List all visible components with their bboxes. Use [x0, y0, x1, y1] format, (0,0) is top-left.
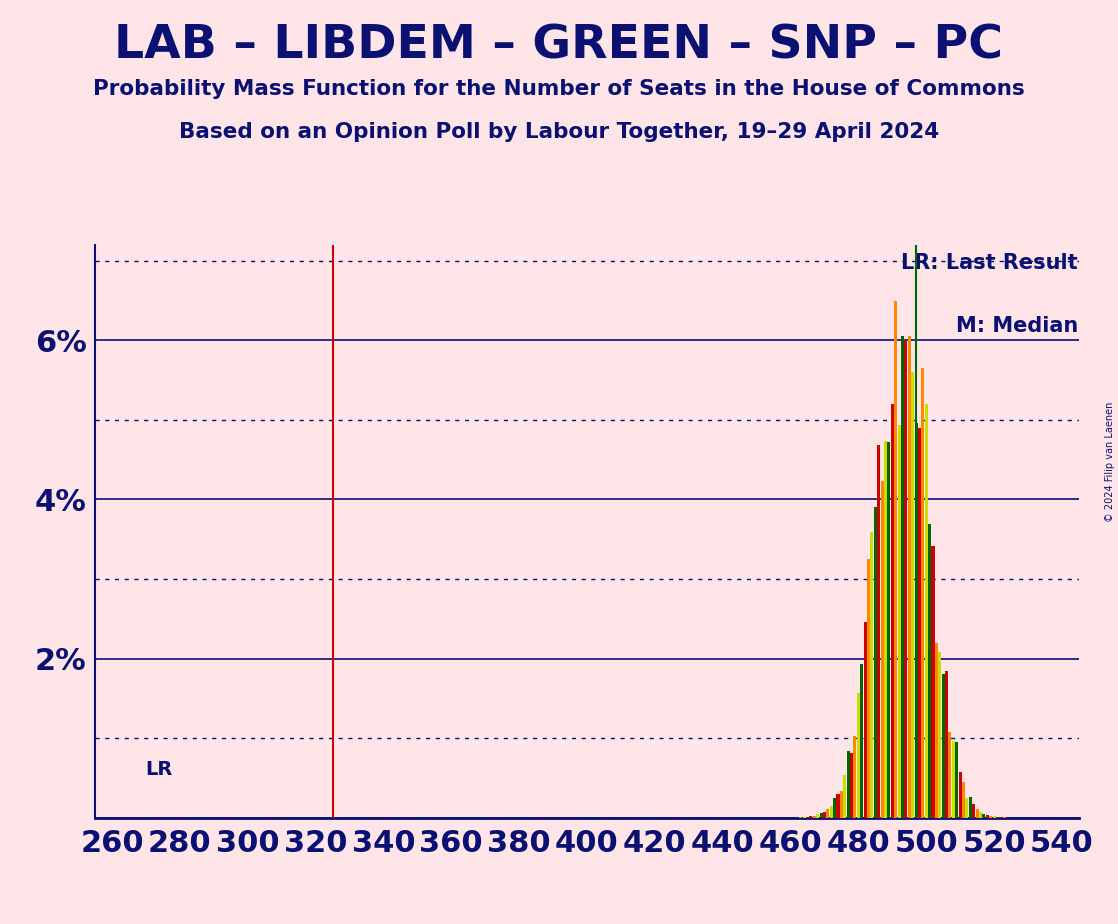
- Bar: [809, 817, 813, 818]
- Bar: [918, 428, 921, 818]
- Bar: [894, 300, 898, 818]
- Bar: [823, 811, 826, 818]
- Bar: [925, 404, 928, 818]
- Bar: [863, 622, 866, 818]
- Bar: [826, 809, 830, 818]
- Bar: [979, 812, 982, 818]
- Bar: [911, 372, 915, 818]
- Bar: [989, 816, 992, 818]
- Bar: [878, 445, 880, 818]
- Bar: [938, 652, 941, 818]
- Bar: [961, 782, 965, 818]
- Bar: [840, 792, 843, 818]
- Bar: [958, 772, 961, 818]
- Bar: [921, 368, 925, 818]
- Text: M: Median: M: Median: [956, 316, 1078, 336]
- Bar: [945, 671, 948, 818]
- Bar: [915, 423, 918, 818]
- Bar: [850, 753, 853, 818]
- Bar: [928, 524, 931, 818]
- Bar: [941, 674, 945, 818]
- Bar: [884, 441, 887, 818]
- Bar: [969, 796, 972, 818]
- Bar: [881, 481, 883, 818]
- Bar: [856, 693, 860, 818]
- Bar: [819, 813, 823, 818]
- Bar: [853, 736, 856, 818]
- Bar: [965, 797, 968, 818]
- Bar: [843, 775, 846, 818]
- Bar: [993, 816, 996, 818]
- Text: LR: LR: [145, 760, 173, 780]
- Bar: [898, 425, 901, 818]
- Bar: [955, 742, 958, 818]
- Bar: [908, 336, 911, 818]
- Bar: [846, 750, 850, 818]
- Text: LAB – LIBDEM – GREEN – SNP – PC: LAB – LIBDEM – GREEN – SNP – PC: [114, 23, 1004, 68]
- Bar: [888, 442, 890, 818]
- Bar: [816, 814, 819, 818]
- Bar: [813, 816, 816, 818]
- Bar: [973, 804, 975, 818]
- Bar: [983, 814, 985, 818]
- Bar: [935, 643, 938, 818]
- Bar: [904, 340, 908, 818]
- Text: LR: Last Result: LR: Last Result: [901, 253, 1078, 274]
- Bar: [976, 808, 978, 818]
- Bar: [866, 559, 870, 818]
- Bar: [948, 733, 951, 818]
- Text: © 2024 Filip van Laenen: © 2024 Filip van Laenen: [1105, 402, 1115, 522]
- Text: Based on an Opinion Poll by Labour Together, 19–29 April 2024: Based on an Opinion Poll by Labour Toget…: [179, 122, 939, 142]
- Bar: [986, 815, 988, 818]
- Bar: [951, 741, 955, 818]
- Bar: [901, 335, 904, 818]
- Bar: [891, 404, 893, 818]
- Bar: [871, 532, 873, 818]
- Bar: [833, 797, 836, 818]
- Bar: [874, 506, 877, 818]
- Bar: [836, 794, 840, 818]
- Text: Probability Mass Function for the Number of Seats in the House of Commons: Probability Mass Function for the Number…: [93, 79, 1025, 99]
- Bar: [830, 806, 833, 818]
- Bar: [860, 664, 863, 818]
- Bar: [931, 546, 935, 818]
